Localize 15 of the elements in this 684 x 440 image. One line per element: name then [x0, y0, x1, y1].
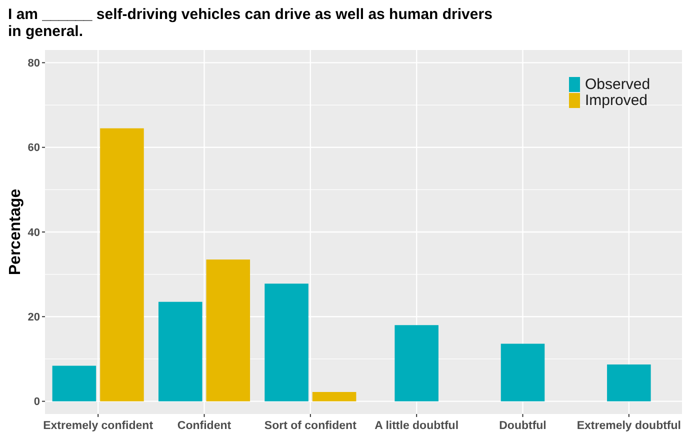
x-tick-label: Extremely doubtful — [576, 420, 681, 432]
x-tick-label: Sort of confident — [264, 420, 357, 432]
y-tick-label: 0 — [34, 396, 40, 408]
x-tick-label: A little doubtful — [374, 420, 459, 432]
chart-title: I am ______ self-driving vehicles can drive as well as human drivers in general. — [8, 6, 492, 40]
x-tick-label: Extremely confident — [43, 420, 154, 432]
x-tick-label: Confident — [177, 420, 232, 432]
y-axis-title: Percentage — [7, 188, 24, 276]
y-tick-label: 80 — [28, 58, 40, 70]
legend-label: Improved — [585, 92, 648, 109]
y-tick-label: 40 — [28, 226, 40, 239]
legend-label: Observed — [585, 76, 650, 93]
y-tick-label: 20 — [28, 312, 40, 324]
y-tick-label: 60 — [28, 142, 40, 154]
x-tick-label: Doubtful — [499, 420, 546, 432]
